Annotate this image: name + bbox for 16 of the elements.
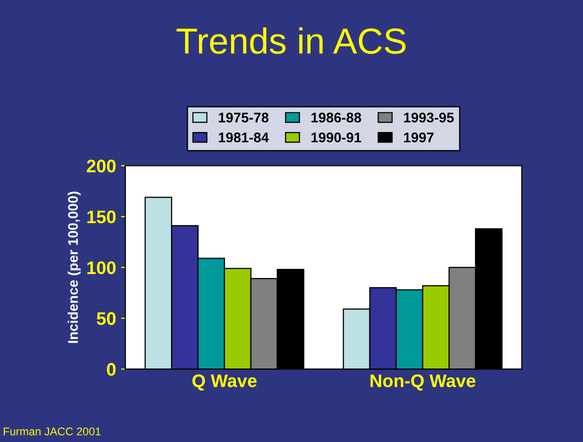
y-tick-label: 150 xyxy=(87,210,116,224)
chart-title: Trends in ACS xyxy=(176,27,406,54)
y-axis-title: Incidence (per 100,000) xyxy=(68,192,81,343)
y-tick-label: 100 xyxy=(87,261,116,274)
legend-label: 1997 xyxy=(404,132,434,142)
legend-label: 1986-88 xyxy=(311,112,362,122)
x-tick-label: Non-Q Wave xyxy=(370,374,476,391)
y-tick-label: 200 xyxy=(86,160,116,172)
legend-label: 1981-84 xyxy=(218,132,269,142)
text: Furman JACC 2001 xyxy=(4,428,101,436)
y-tick-label: 0 xyxy=(106,363,116,376)
legend-label: 1993-95 xyxy=(404,112,454,122)
x-tick-label: Q Wave xyxy=(192,374,257,391)
legend-label: 1990-91 xyxy=(311,132,362,142)
legend-label: 1975-78 xyxy=(218,112,268,122)
y-tick-label: 50 xyxy=(96,312,116,325)
